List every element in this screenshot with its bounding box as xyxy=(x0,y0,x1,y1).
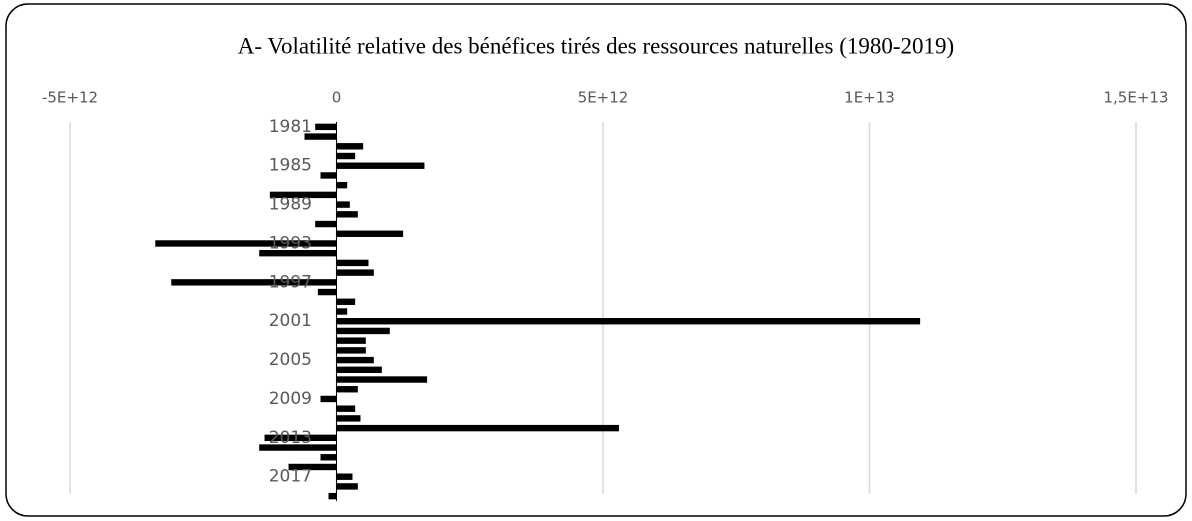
bar xyxy=(336,152,356,160)
bar xyxy=(336,386,358,393)
bar xyxy=(171,279,337,286)
bar xyxy=(336,230,404,237)
bar xyxy=(336,181,348,189)
y-tick-label: 2017 xyxy=(269,467,312,487)
bar xyxy=(336,259,369,267)
bar xyxy=(336,347,366,354)
bar xyxy=(336,337,366,344)
bar xyxy=(336,308,348,315)
bar xyxy=(336,327,390,335)
bar xyxy=(315,220,337,228)
bar xyxy=(336,473,353,480)
x-tick-label: -5E+12 xyxy=(42,89,98,107)
x-tick-label: 0 xyxy=(332,89,342,107)
y-tick-label: 1981 xyxy=(269,117,312,137)
bar xyxy=(336,143,364,150)
bar xyxy=(336,376,428,383)
bar xyxy=(336,415,361,422)
y-tick-label: 1985 xyxy=(269,156,312,176)
chart-frame xyxy=(5,3,1187,517)
bar xyxy=(328,492,337,500)
bar xyxy=(336,483,358,490)
bar xyxy=(315,123,337,131)
bar xyxy=(320,172,337,179)
bar xyxy=(269,191,337,199)
bar xyxy=(259,249,337,257)
bar xyxy=(336,269,374,276)
bar xyxy=(336,298,356,305)
bar xyxy=(336,356,374,364)
y-tick-label: 1997 xyxy=(269,272,312,292)
bar xyxy=(336,211,358,218)
bar xyxy=(336,201,350,208)
y-tick-label: 2005 xyxy=(269,350,312,370)
y-tick-label: 2001 xyxy=(269,311,312,331)
bar xyxy=(320,395,337,403)
bar xyxy=(336,424,619,432)
bar xyxy=(320,454,337,461)
bar xyxy=(304,133,337,140)
x-tick-label: 1E+13 xyxy=(844,89,895,107)
bar xyxy=(155,240,337,247)
bar xyxy=(288,463,337,471)
chart-title: A- Volatilité relative des bénéfices tir… xyxy=(238,33,954,58)
y-tick-label: 2009 xyxy=(269,389,312,409)
bar xyxy=(259,444,337,451)
y-tick-label: 1989 xyxy=(269,195,312,215)
bar xyxy=(264,434,337,442)
x-tick-label: 5E+12 xyxy=(578,89,629,107)
x-tick-label: 1,5E+13 xyxy=(1104,89,1169,107)
bar xyxy=(336,366,382,374)
bar xyxy=(317,288,337,296)
bar xyxy=(336,405,356,412)
bar xyxy=(336,318,921,325)
y-tick-label: 2013 xyxy=(269,428,312,448)
y-tick-label: 1993 xyxy=(269,233,312,253)
bar xyxy=(336,162,425,169)
